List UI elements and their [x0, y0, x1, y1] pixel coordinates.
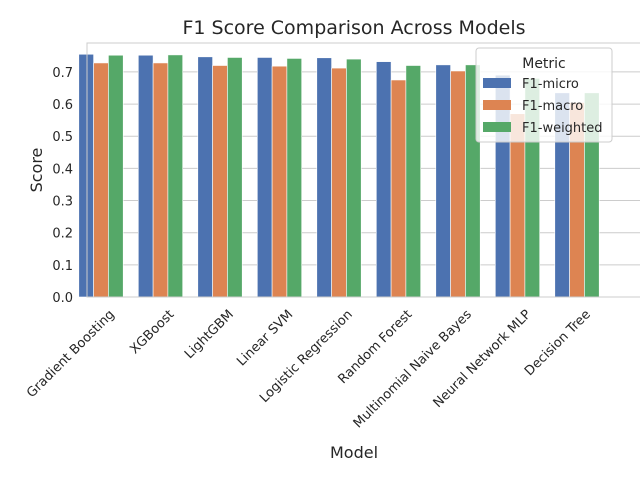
y-tick-label: 0.1	[52, 259, 73, 274]
bar-f1-macro-3	[271, 65, 288, 298]
legend-box	[475, 47, 613, 143]
y-axis-label: Score	[27, 148, 46, 193]
y-tick-label: 0.2	[52, 227, 73, 242]
chart-title: F1 Score Comparison Across Models	[182, 17, 525, 39]
bar-f1-macro-4	[331, 67, 347, 298]
y-tick-label: 0.3	[52, 195, 73, 210]
bar-f1-micro-6	[435, 64, 451, 298]
plot-frame	[86, 42, 640, 298]
bar-f1-weighted-4	[346, 58, 362, 298]
bar-f1-weighted-1	[167, 54, 183, 298]
legend-items: F1-micro F1-macro F1-weighted	[483, 77, 603, 136]
y-tick-label: 0.5	[52, 130, 73, 145]
legend-swatch	[483, 78, 511, 88]
y-tick-label: 0.6	[52, 98, 73, 113]
bar-f1-weighted-5	[405, 65, 421, 298]
y-tick-label: 0.0	[52, 291, 73, 306]
x-tick-label: Gradient Boosting	[24, 307, 118, 401]
legend-swatch	[483, 122, 511, 132]
bar-f1-macro-0	[93, 62, 109, 298]
bar-f1-micro-4	[316, 57, 332, 298]
x-tick-label: Linear SVM	[234, 307, 296, 369]
bar-f1-weighted-2	[227, 57, 243, 298]
legend-title: Metric	[522, 56, 566, 72]
x-tick-label: Neural Network MLP	[431, 307, 535, 411]
bar-f1-micro-2	[197, 56, 213, 298]
y-tick-label: 0.7	[52, 66, 73, 81]
bar-f1-macro-2	[212, 65, 228, 298]
x-tick-label: LightGBM	[182, 307, 237, 362]
x-axis-label: Model	[330, 443, 378, 462]
bar-f1-macro-1	[152, 62, 169, 298]
bar-f1-micro-3	[256, 57, 273, 298]
x-tick-label: Multinomial Naive Bayes	[351, 307, 475, 431]
bar-f1-micro-1	[138, 54, 154, 298]
bar-f1-micro-0	[78, 53, 94, 298]
bar-f1-micro-5	[375, 61, 392, 298]
y-tick-labels: 0.0 0.1 0.2 0.3 0.4 0.5 0.6 0.7	[52, 66, 73, 306]
bar-f1-weighted-3	[286, 58, 302, 298]
legend-label: F1-micro	[522, 77, 579, 92]
x-tick-label: XGBoost	[127, 307, 177, 357]
bar-f1-macro-6	[450, 70, 466, 298]
legend: Metric F1-micro F1-macro F1-weighted	[475, 47, 613, 143]
legend-swatch	[483, 100, 511, 110]
y-tick-label: 0.4	[52, 162, 73, 177]
bar-f1-macro-5	[390, 79, 407, 298]
legend-label: F1-weighted	[522, 121, 603, 136]
bar-f1-weighted-0	[108, 54, 124, 298]
legend-label: F1-macro	[522, 99, 583, 114]
